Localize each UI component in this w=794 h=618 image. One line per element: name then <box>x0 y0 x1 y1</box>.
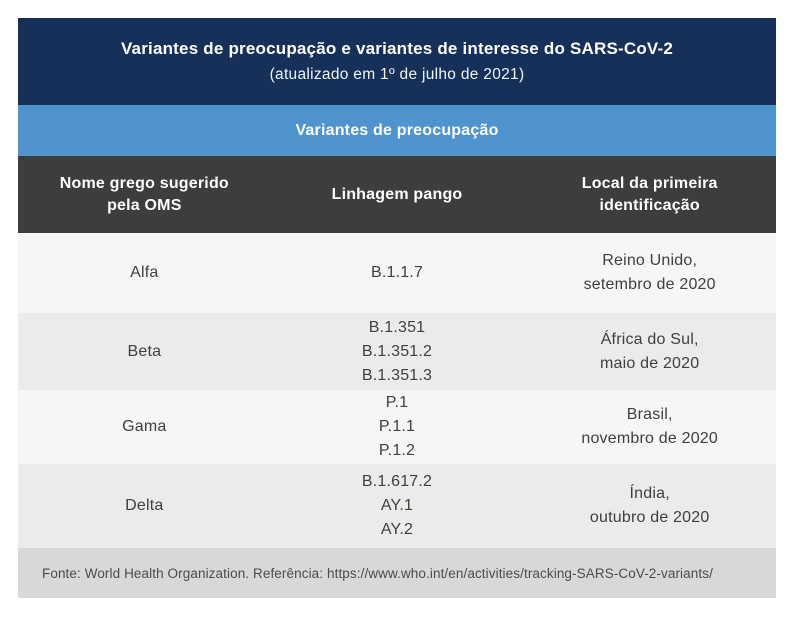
cell-first-identification: Índia, outubro de 2020 <box>589 485 710 526</box>
table-subtitle: (atualizado em 1º de julho de 2021) <box>269 66 525 83</box>
column-header-row: Nome grego sugerido pela OMS Linhagem pa… <box>18 156 776 233</box>
cell-variant-name: Alfa <box>130 264 159 281</box>
table-row-beta: Beta B.1.351 B.1.351.2 B.1.351.3 África … <box>18 313 776 390</box>
title-band: Variantes de preocupação e variantes de … <box>18 18 776 105</box>
cell-variant-name: Gama <box>122 418 167 435</box>
table-row-alfa: Alfa B.1.1.7 Reino Unido, setembro de 20… <box>18 233 776 313</box>
cell-variant-name: Delta <box>125 497 164 514</box>
cell-first-identification: Reino Unido, setembro de 2020 <box>583 252 716 293</box>
cell-pango-lineage: B.1.351 B.1.351.2 B.1.351.3 <box>361 318 433 384</box>
cell-variant-name: Beta <box>127 342 162 360</box>
section-header-variants-of-concern: Variantes de preocupação <box>18 105 776 156</box>
variants-table: Variantes de preocupação e variantes de … <box>18 18 776 598</box>
column-header-first-identification: Local da primeira identificação <box>581 174 718 214</box>
table-row-gama: Gama P.1 P.1.1 P.1.2 Brasil, novembro de… <box>18 390 776 464</box>
cell-pango-lineage: P.1 P.1.1 P.1.2 <box>378 394 416 459</box>
column-header-greek-name: Nome grego sugerido pela OMS <box>59 174 229 214</box>
cell-first-identification: África do Sul, maio de 2020 <box>599 330 700 372</box>
cell-pango-lineage: B.1.1.7 <box>370 264 424 281</box>
table-title: Variantes de preocupação e variantes de … <box>120 39 674 58</box>
column-header-pango-lineage: Linhagem pango <box>331 185 463 203</box>
source-note: Fonte: World Health Organization. Referê… <box>18 548 776 598</box>
table-row-delta: Delta B.1.617.2 AY.1 AY.2 Índia, outubro… <box>18 464 776 548</box>
cell-pango-lineage: B.1.617.2 AY.1 AY.2 <box>361 473 433 538</box>
cell-first-identification: Brasil, novembro de 2020 <box>581 406 718 447</box>
